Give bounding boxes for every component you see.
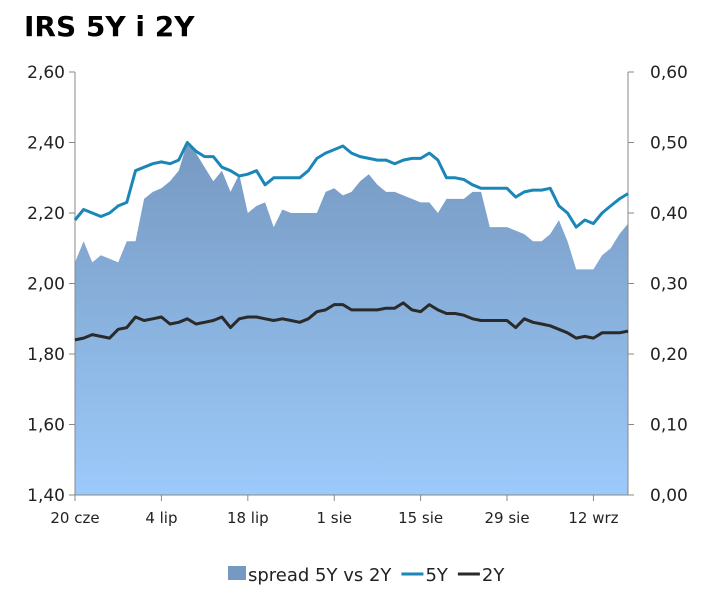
x-tick-label: 12 wrz xyxy=(568,509,618,527)
chart-title: IRS 5Y i 2Y xyxy=(24,10,195,43)
x-tick-label: 1 sie xyxy=(316,509,352,527)
right-tick-label: 0,00 xyxy=(650,486,688,506)
area-layer xyxy=(75,142,628,495)
series-line-2y xyxy=(74,301,629,342)
x-tick-label: 29 sie xyxy=(484,509,529,527)
x-tick-label: 15 sie xyxy=(398,509,443,527)
legend-swatch-spread xyxy=(228,566,246,580)
left-tick-label: 2,40 xyxy=(27,134,65,154)
legend-label: spread 5Y vs 2Y xyxy=(248,565,392,586)
legend: spread 5Y vs 2Y 5Y 2Y xyxy=(228,565,505,586)
right-tick-label: 0,10 xyxy=(650,416,688,436)
left-tick-label: 2,20 xyxy=(27,204,65,224)
line-layer xyxy=(73,141,629,342)
series-area-spread xyxy=(75,142,628,495)
x-tick-label: 20 cze xyxy=(50,509,99,527)
x-tick-label: 18 lip xyxy=(227,509,269,527)
right-tick-label: 0,20 xyxy=(650,345,688,365)
right-tick-label: 0,60 xyxy=(650,63,688,83)
legend-label: 5Y xyxy=(425,565,448,586)
series-line-5y xyxy=(73,141,629,229)
left-tick-label: 1,60 xyxy=(27,416,65,436)
left-tick-label: 1,40 xyxy=(27,486,65,506)
right-tick-label: 0,40 xyxy=(650,204,688,224)
left-tick-label: 2,60 xyxy=(27,63,65,83)
label-layer: 1,40 1,60 1,80 2,00 2,20 2,40 2,60 0,00 0,10 0,20… xyxy=(27,63,688,527)
right-tick-label: 0,30 xyxy=(650,275,688,295)
right-tick-label: 0,50 xyxy=(650,134,688,154)
axis-layer xyxy=(69,71,634,501)
x-tick-label: 4 lip xyxy=(145,509,177,527)
left-tick-label: 1,80 xyxy=(27,345,65,365)
left-tick-label: 2,00 xyxy=(27,275,65,295)
legend-label: 2Y xyxy=(482,565,505,586)
